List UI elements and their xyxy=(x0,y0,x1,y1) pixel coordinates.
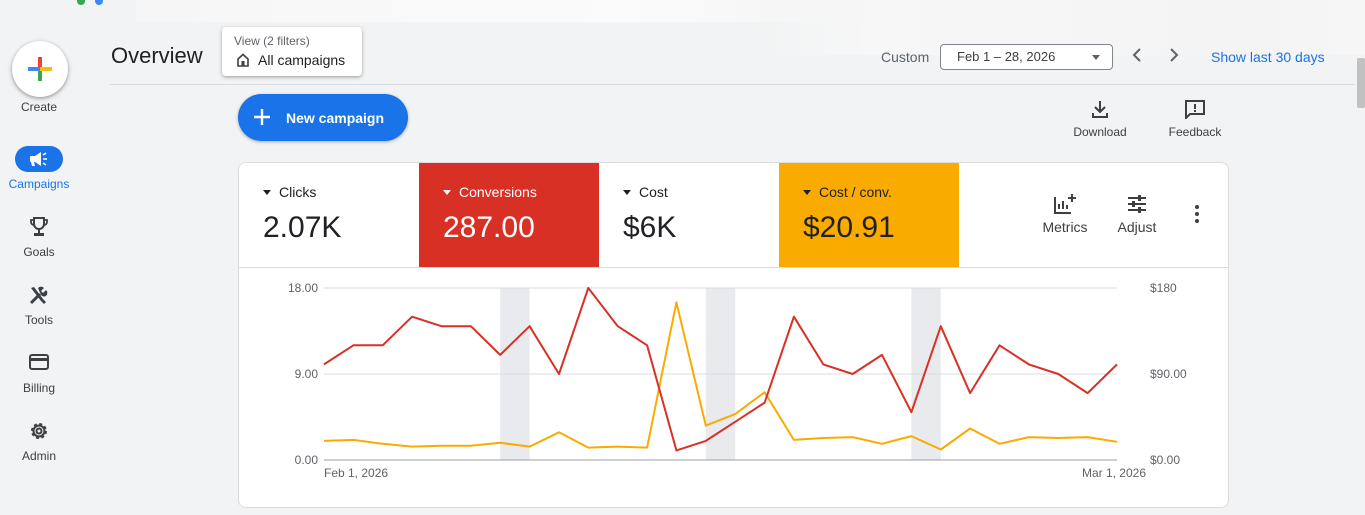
y-tick-label-left: 9.00 xyxy=(295,367,319,381)
adjust-button[interactable]: Adjust xyxy=(1114,193,1160,235)
credit-card-icon[interactable] xyxy=(0,352,78,372)
new-campaign-button[interactable]: New campaign xyxy=(238,94,408,141)
trophy-icon[interactable] xyxy=(0,216,78,238)
metric-tile-cost-per-conv[interactable]: Cost / conv. $20.91 xyxy=(779,163,959,267)
plus-multicolor-icon xyxy=(28,57,52,81)
show-last-30-days-link[interactable]: Show last 30 days xyxy=(1211,49,1325,65)
metric-value: 287.00 xyxy=(443,211,535,244)
create-label: Create xyxy=(20,100,58,114)
metric-value: 2.07K xyxy=(263,211,342,244)
sidebar-label-goals[interactable]: Goals xyxy=(23,245,55,259)
adjust-label: Adjust xyxy=(1117,219,1157,235)
x-tick-label-start: Feb 1, 2026 xyxy=(324,466,388,480)
y-tick-label-left: 18.00 xyxy=(288,281,318,295)
sidebar-label-campaigns[interactable]: Campaigns xyxy=(8,177,70,191)
performance-chart: 0.00 9.00 18.00 $0.00 $90.00 $180 Feb 1, 2026 M… xyxy=(288,281,1187,480)
chart-add-icon xyxy=(1054,194,1076,214)
metric-name: Cost xyxy=(623,184,668,200)
metrics-label: Metrics xyxy=(1042,219,1088,235)
date-range-select[interactable]: Feb 1 – 28, 2026 xyxy=(940,44,1113,70)
y-tick-label-right: $180 xyxy=(1150,281,1177,295)
new-campaign-label: New campaign xyxy=(286,110,385,126)
series-line-conversions xyxy=(323,287,1118,452)
metric-name-text: Cost xyxy=(639,184,668,200)
card-divider xyxy=(239,267,1228,268)
metric-name-text: Cost / conv. xyxy=(819,184,892,200)
header-divider xyxy=(110,84,1355,85)
caret-down-icon xyxy=(263,189,271,195)
more-vert-icon[interactable] xyxy=(1195,205,1199,226)
metric-name-text: Conversions xyxy=(459,184,537,200)
metric-name: Cost / conv. xyxy=(803,184,892,200)
sidebar-item-campaigns[interactable] xyxy=(15,146,63,172)
x-tick-label-end: Mar 1, 2026 xyxy=(1082,466,1146,480)
feedback-icon xyxy=(1185,100,1205,119)
performance-card: Clicks 2.07K Conversions 287.00 Cost $6K… xyxy=(238,162,1229,508)
view-filter-button[interactable]: View (2 filters) All campaigns xyxy=(222,27,362,76)
green-dot-icon xyxy=(77,0,85,5)
sidebar-label-tools[interactable]: Tools xyxy=(24,313,53,327)
caret-down-icon xyxy=(623,189,631,195)
metric-name: Clicks xyxy=(263,184,316,200)
series-line-cost-conv- xyxy=(323,301,1118,451)
metric-name-text: Clicks xyxy=(279,184,317,200)
y-tick-label-left: 0.00 xyxy=(295,453,319,467)
view-filter-sub: View (2 filters) xyxy=(234,34,310,48)
download-label: Download xyxy=(1073,125,1127,139)
metrics-button[interactable]: Metrics xyxy=(1039,193,1091,235)
date-range-label: Custom xyxy=(881,49,930,65)
chevron-right-icon[interactable] xyxy=(1168,47,1180,63)
sidebar-label-admin[interactable]: Admin xyxy=(21,449,56,463)
create-button[interactable] xyxy=(12,41,68,97)
date-range-value: Feb 1 – 28, 2026 xyxy=(957,49,1056,64)
y-tick-label-right: $0.00 xyxy=(1150,453,1180,467)
y-tick-label-right: $90.00 xyxy=(1150,367,1187,381)
metric-value: $20.91 xyxy=(803,211,895,244)
home-icon xyxy=(237,53,249,67)
chevron-left-icon[interactable] xyxy=(1131,47,1143,63)
feedback-button[interactable]: Feedback xyxy=(1160,99,1230,139)
caret-down-icon xyxy=(803,189,811,195)
metric-tile-conversions[interactable]: Conversions 287.00 xyxy=(419,163,599,267)
gear-icon[interactable] xyxy=(0,420,78,442)
view-filter-main: All campaigns xyxy=(258,52,346,68)
feedback-label: Feedback xyxy=(1168,125,1222,139)
metric-tile-cost[interactable]: Cost $6K xyxy=(599,163,779,267)
caret-down-icon xyxy=(1092,55,1100,60)
metric-tile-clicks[interactable]: Clicks 2.07K xyxy=(239,163,419,267)
metric-value: $6K xyxy=(623,211,677,244)
megaphone-icon xyxy=(30,152,47,166)
metric-name: Conversions xyxy=(443,184,537,200)
download-icon xyxy=(1092,101,1108,118)
caret-down-icon xyxy=(443,189,451,195)
page-title: Overview xyxy=(111,43,203,68)
tools-icon[interactable] xyxy=(0,284,78,306)
scrollbar[interactable] xyxy=(1357,58,1365,108)
download-button[interactable]: Download xyxy=(1065,99,1135,139)
plus-icon xyxy=(254,109,270,125)
blue-dot-icon xyxy=(95,0,103,5)
sidebar-label-billing[interactable]: Billing xyxy=(22,381,55,395)
sliders-icon xyxy=(1128,195,1146,213)
